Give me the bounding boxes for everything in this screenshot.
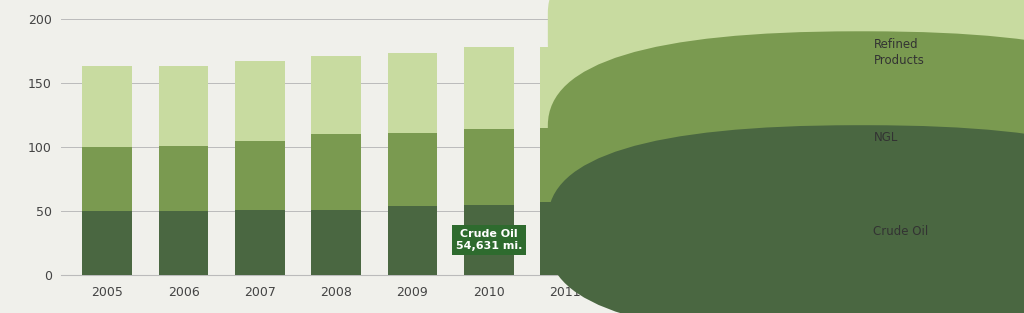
Bar: [159, 146, 208, 211]
Bar: [616, 124, 666, 201]
Bar: [236, 61, 285, 141]
Text: Refined
Products: Refined Products: [873, 38, 925, 67]
Bar: [82, 211, 132, 275]
Text: NGL: NGL: [873, 131, 898, 144]
Bar: [82, 147, 132, 211]
Bar: [541, 128, 590, 202]
Bar: [616, 43, 666, 124]
Bar: [159, 211, 208, 275]
Bar: [82, 66, 132, 147]
Text: Crude Oil: Crude Oil: [873, 225, 929, 238]
Bar: [388, 206, 437, 275]
Bar: [464, 129, 513, 205]
Text: Crude Oil
66,649 mi.: Crude Oil 66,649 mi.: [761, 221, 827, 243]
Bar: [311, 56, 360, 134]
Bar: [311, 134, 360, 210]
Text: Crude Oil
54,631 mi.: Crude Oil 54,631 mi.: [456, 229, 522, 251]
Bar: [236, 210, 285, 275]
Bar: [541, 47, 590, 128]
Bar: [769, 25, 819, 105]
Bar: [541, 202, 590, 275]
Bar: [464, 47, 513, 129]
Bar: [388, 133, 437, 206]
Bar: [311, 210, 360, 275]
Bar: [616, 201, 666, 275]
Bar: [464, 205, 513, 275]
Bar: [388, 54, 437, 133]
Bar: [693, 196, 742, 275]
Bar: [159, 66, 208, 146]
Bar: [769, 188, 819, 275]
Bar: [769, 105, 819, 188]
Bar: [693, 116, 742, 196]
Bar: [693, 35, 742, 116]
Bar: [236, 141, 285, 210]
